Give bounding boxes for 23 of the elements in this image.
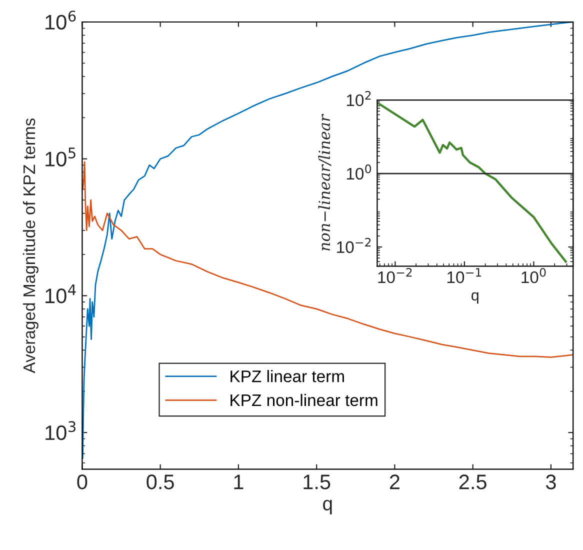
x-tick-label: 1.5: [304, 474, 330, 490]
y-axis-title: non−linear/linear: [318, 114, 332, 251]
x-axis-title: q: [323, 500, 332, 514]
x-axis-title: q: [472, 292, 478, 304]
y-tick-label: 10$^{6}$: [46, 10, 76, 30]
x-tick-label: 2: [390, 474, 400, 490]
legend-label: KPZ non-linear term: [230, 394, 378, 406]
x-tick-label: 0: [77, 474, 88, 490]
x-tick-label: 10$^{−2}$: [378, 268, 412, 284]
x-tick-label: 10$^{−1}$: [447, 268, 482, 284]
y-tick-label: 10$^{2}$: [346, 90, 371, 106]
y-tick-label: 10$^{0}$: [346, 164, 372, 180]
x-tick-label: 0.5: [146, 474, 174, 490]
y-tick-label: 10$^{4}$: [46, 284, 76, 304]
x-tick-label: 3: [546, 474, 556, 490]
y-axis-title: Averaged Magnitude of KPZ terms: [22, 118, 38, 374]
y-tick-label: 10$^{5}$: [46, 148, 76, 166]
x-tick-label: 1: [234, 474, 244, 490]
legend-label: KPZ linear term: [230, 370, 344, 382]
x-tick-label: 10$^{0}$: [522, 268, 546, 284]
y-tick-label: 10$^{3}$: [46, 421, 76, 440]
y-tick-label: 10$^{−2}$: [337, 238, 371, 254]
x-tick-label: 2.5: [459, 474, 486, 490]
